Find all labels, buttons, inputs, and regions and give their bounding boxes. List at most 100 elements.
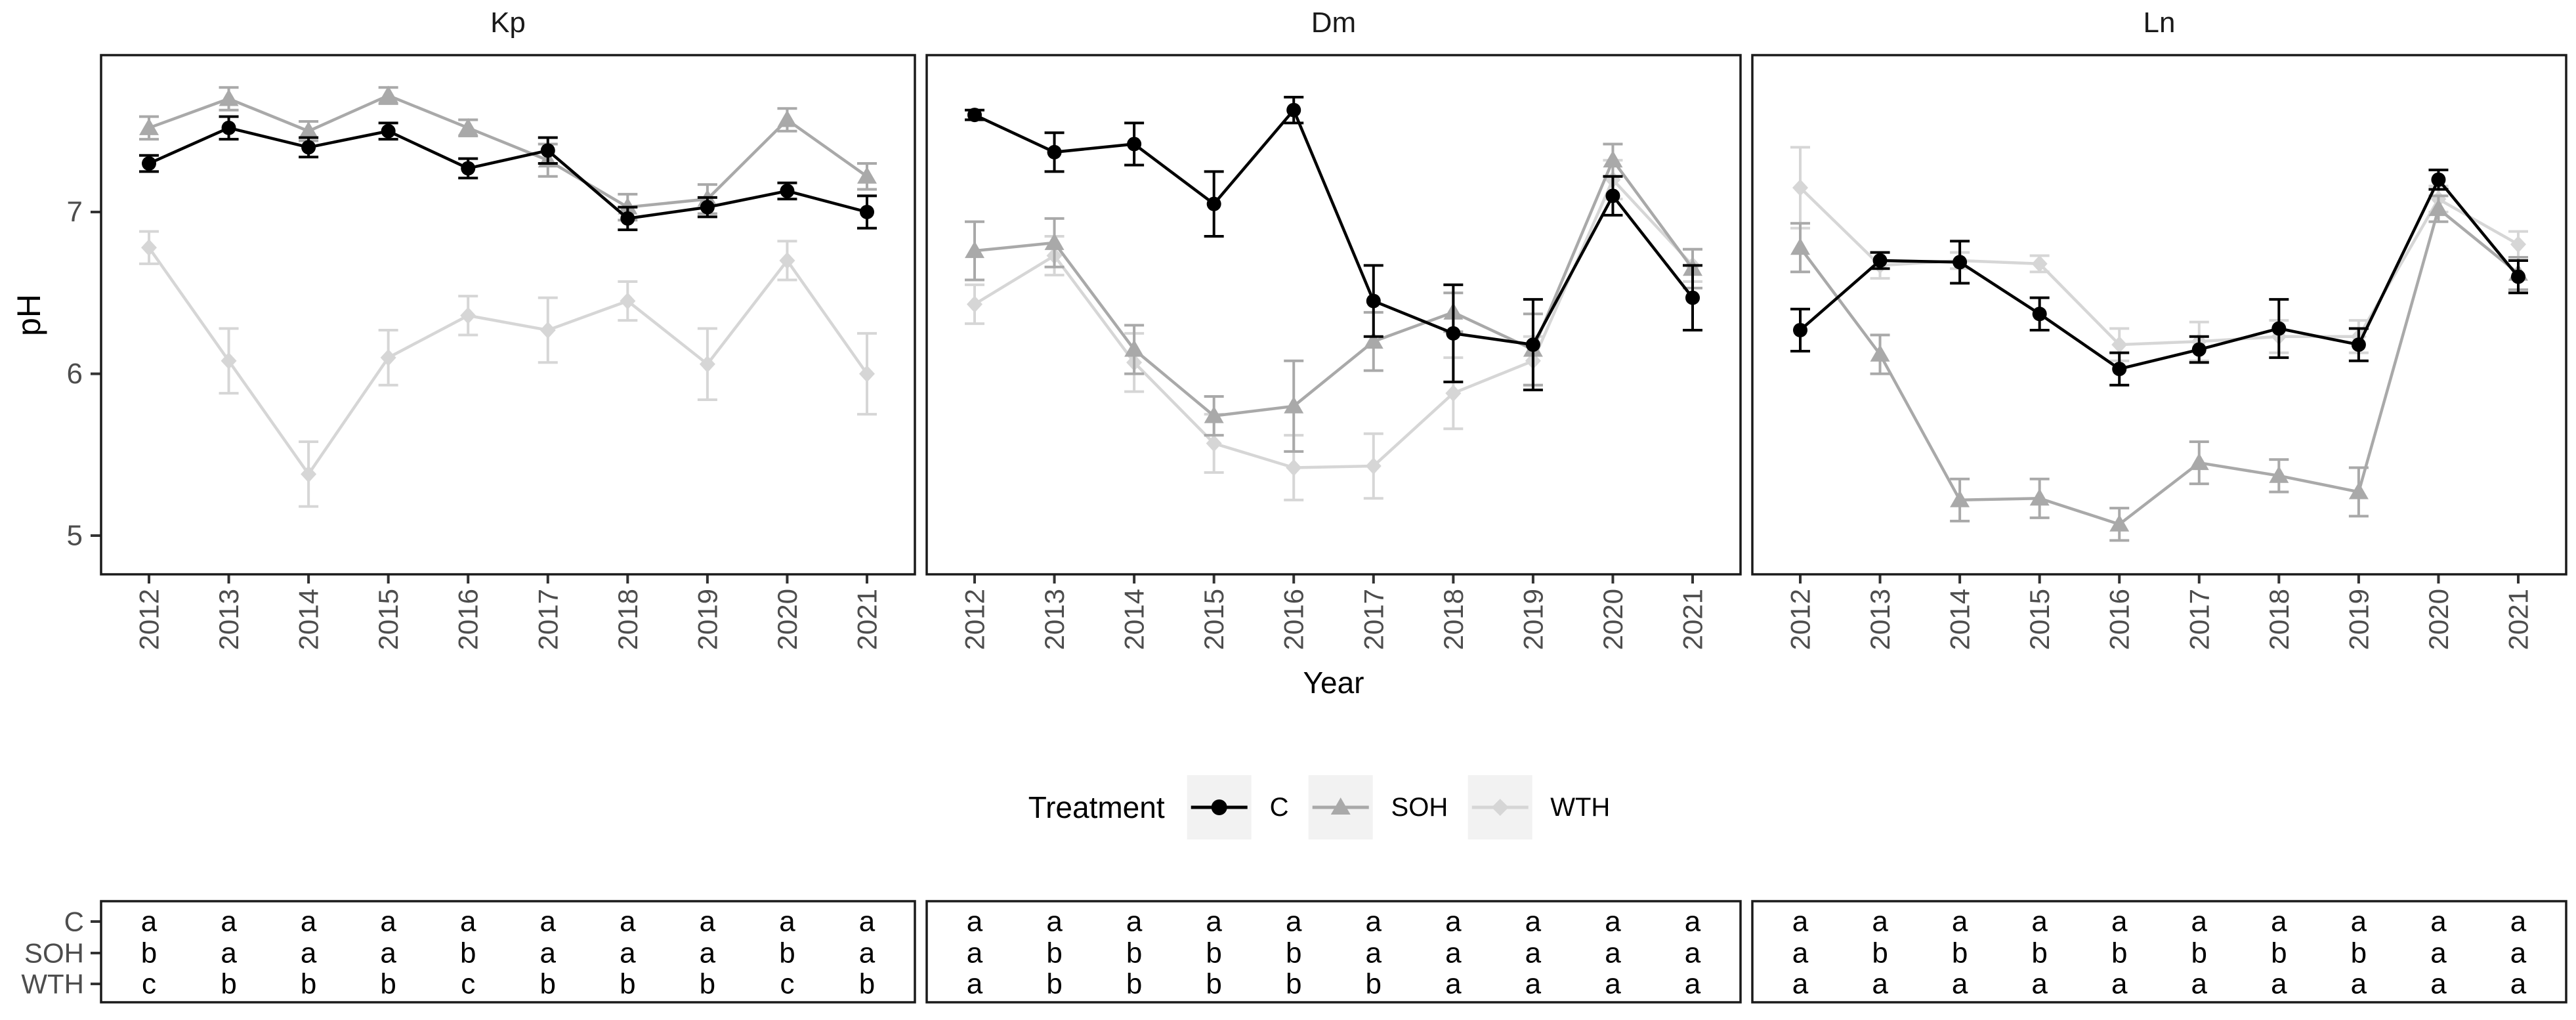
significance-letter: b <box>2111 937 2127 969</box>
significance-letter: a <box>779 906 795 938</box>
x-tick-label: 2014 <box>293 589 324 650</box>
data-point-diamond <box>779 251 795 269</box>
data-point-circle <box>2032 307 2047 322</box>
x-tick-label: 2020 <box>772 589 803 650</box>
significance-letter: a <box>301 906 317 938</box>
data-point-circle <box>2351 337 2366 352</box>
data-point-diamond <box>1365 457 1382 475</box>
significance-letter: a <box>859 906 876 938</box>
x-tick-label: 2017 <box>532 589 563 650</box>
significance-letter: a <box>1792 937 1809 969</box>
significance-letter: b <box>1366 968 1382 1000</box>
x-tick-label: 2020 <box>1597 589 1628 650</box>
significance-letter: b <box>1126 937 1142 969</box>
significance-letter: b <box>380 968 396 1000</box>
series-SOH <box>1790 194 2528 542</box>
data-point-diamond <box>1445 385 1462 402</box>
letters-table-ln: a a a a a a a a a aa b b b b b b b a aa a a a a a a a a a <box>1751 900 2567 1004</box>
significance-letter: b <box>779 937 795 969</box>
significance-letter: a <box>460 906 476 938</box>
table-border <box>1751 900 2567 1004</box>
data-point-triangle <box>1204 406 1224 423</box>
significance-letter: a <box>2031 968 2048 1000</box>
x-tick-label: 2014 <box>1945 589 1975 650</box>
x-tick-label: 2018 <box>2264 589 2294 650</box>
x-axis-ticks: 2012 2013 2014 2015 2016 2017 2018 2019 2020 2021 <box>1785 574 2534 650</box>
y-tick-label: 6 <box>67 358 83 390</box>
data-point-circle <box>1446 326 1461 341</box>
x-tick-label: 2021 <box>1678 589 1708 650</box>
data-point-diamond <box>1286 459 1302 477</box>
data-point-circle <box>2431 172 2446 187</box>
data-point-triangle <box>857 166 877 184</box>
legend-items: C SOH WTH <box>1187 775 1610 839</box>
data-point-diamond <box>699 355 715 373</box>
x-axis-title: Year <box>1303 666 1364 700</box>
data-point-triangle <box>458 117 478 135</box>
significance-letter: a <box>2031 906 2048 938</box>
data-point-circle <box>1953 255 1968 270</box>
significance-letter: a <box>1525 937 1542 969</box>
x-tick-label: 2013 <box>1039 589 1070 650</box>
panel-border <box>100 54 916 576</box>
x-tick-label: 2013 <box>213 589 244 650</box>
x-axis-ticks: 2012 2013 2014 2015 2016 2017 2018 2019 2020 2021 <box>134 574 883 650</box>
significance-letter: a <box>2191 906 2208 938</box>
significance-letter: a <box>1286 906 1302 938</box>
data-point-diamond <box>221 352 237 370</box>
data-point-circle <box>1685 290 1700 305</box>
x-tick-label: 2016 <box>2104 589 2135 650</box>
data-point-triangle <box>1950 490 1970 507</box>
significance-letter: a <box>1046 906 1063 938</box>
data-point-triangle <box>2189 453 2209 471</box>
significance-letter: a <box>1685 906 1701 938</box>
significance-letter: a <box>2430 968 2447 1000</box>
data-point-circle <box>1793 322 1807 337</box>
x-tick-label: 2018 <box>1438 589 1469 650</box>
x-tick-label: 2021 <box>852 589 883 650</box>
y-tick-label: 7 <box>67 196 83 228</box>
x-tick-label: 2017 <box>1358 589 1389 650</box>
legend-item-wth: WTH <box>1467 775 1610 839</box>
significance-letter: c <box>780 968 794 1000</box>
significance-letter: a <box>2430 906 2447 938</box>
significance-letter: a <box>1792 968 1809 1000</box>
data-point-triangle <box>2348 482 2369 499</box>
table-row-label: WTH <box>21 969 84 1000</box>
significance-letter: b <box>620 968 635 1000</box>
data-point-triangle <box>1124 339 1145 357</box>
significance-letter: a <box>700 937 716 969</box>
table-row-label: C <box>64 906 84 937</box>
data-point-circle <box>2191 342 2206 357</box>
data-point-triangle <box>1363 331 1383 349</box>
significance-letter: a <box>2510 968 2527 1000</box>
series-WTH <box>1790 146 2528 362</box>
facet-panel-dm: 2012 2013 2014 2015 2016 2017 2018 2019 2020 2021 <box>925 54 1742 650</box>
letters-table-dm: a a a a a a a a a aa b b b b a a a a aa b b b b b a a a a <box>925 900 1742 1004</box>
data-point-triangle <box>965 241 984 259</box>
significance-letter: a <box>2111 906 2128 938</box>
significance-letter: a <box>967 968 983 1000</box>
data-point-circle <box>381 123 396 138</box>
x-tick-label: 2015 <box>2024 589 2055 650</box>
data-point-triangle <box>1284 396 1304 414</box>
data-point-diamond <box>859 365 875 383</box>
significance-letter: a <box>1366 937 1382 969</box>
x-tick-label: 2016 <box>453 589 484 650</box>
data-point-diamond <box>2031 255 2048 272</box>
data-point-circle <box>1206 196 1221 211</box>
significance-letter: b <box>1206 937 1221 969</box>
x-tick-label: 2012 <box>960 589 990 650</box>
legend-label-c: C <box>1269 792 1289 822</box>
x-tick-label: 2019 <box>1517 589 1548 650</box>
data-point-triangle <box>378 85 398 103</box>
series-C <box>1790 168 2528 387</box>
x-tick-label: 2012 <box>134 589 165 650</box>
data-point-circle <box>1525 337 1540 352</box>
significance-letter: b <box>1046 937 1062 969</box>
data-point-diamond <box>2510 236 2526 253</box>
significance-letter: a <box>1685 968 1701 1000</box>
legend-label-soh: SOH <box>1391 792 1448 822</box>
data-point-triangle <box>1790 238 1810 255</box>
significance-letter: b <box>1872 937 1888 969</box>
